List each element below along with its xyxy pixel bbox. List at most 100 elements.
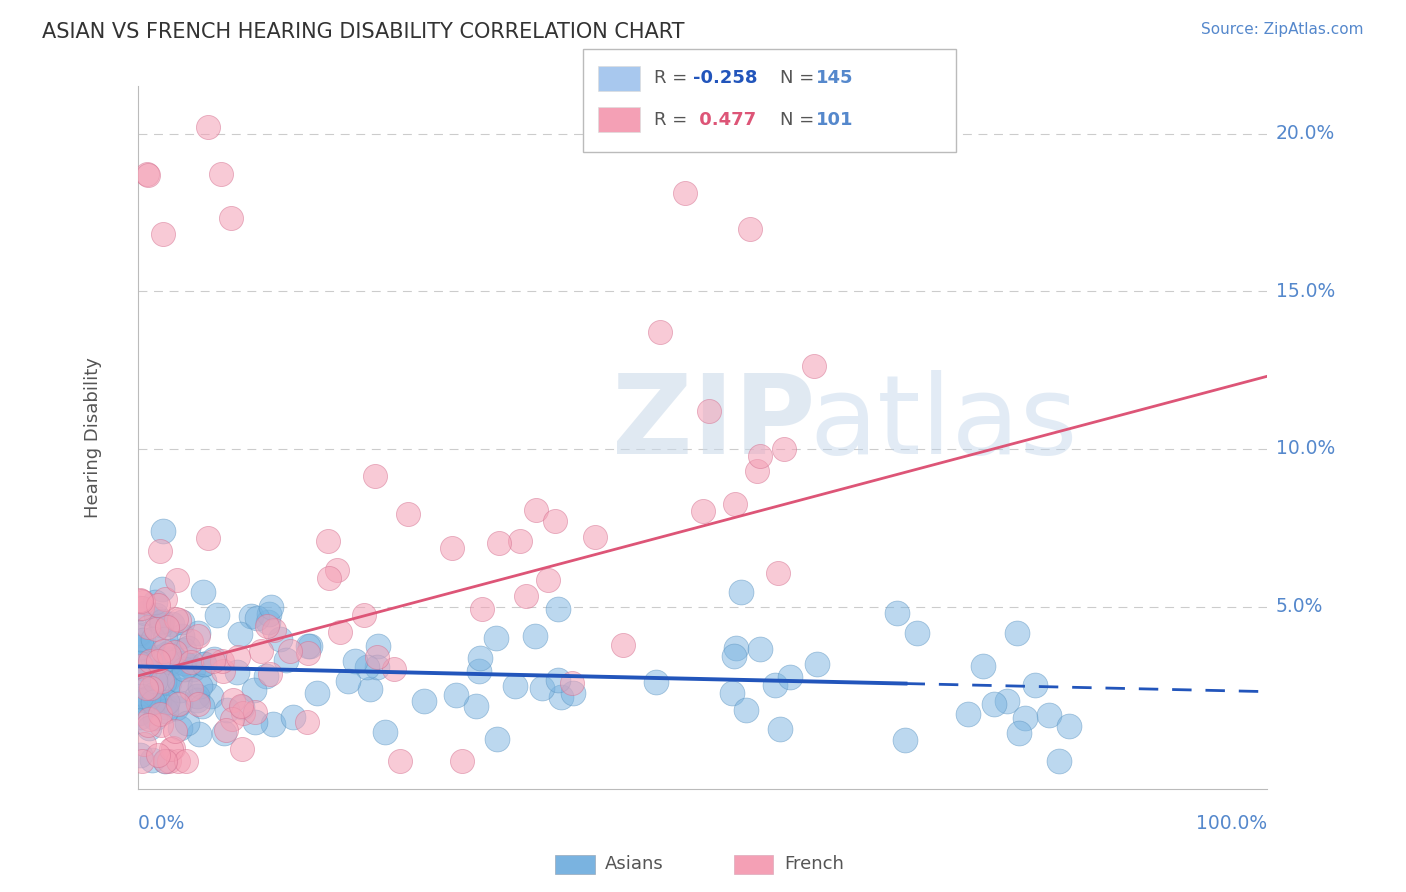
Point [143, 711, 166, 725]
Point [1057, 719, 1080, 733]
Point [524, 503, 547, 517]
Point [226, 665, 249, 680]
Point [146, 747, 169, 762]
Point [359, 682, 381, 697]
Point [169, 682, 191, 697]
Point [297, 646, 319, 660]
Point [150, 618, 173, 632]
Point [531, 681, 554, 695]
Point [748, 449, 770, 463]
Point [363, 469, 385, 483]
Point [745, 464, 768, 478]
Point [256, 618, 278, 632]
Point [226, 650, 249, 665]
Point [231, 699, 253, 714]
Point [159, 655, 181, 669]
Point [485, 732, 508, 747]
Point [544, 514, 567, 528]
Point [134, 662, 156, 676]
Point [769, 97, 792, 112]
Point [169, 696, 191, 710]
Point [143, 673, 166, 688]
Point [156, 620, 179, 634]
Point [155, 704, 177, 718]
Point [193, 673, 215, 688]
Point [165, 612, 187, 626]
Point [142, 697, 165, 711]
Point [766, 566, 789, 580]
Point [160, 644, 183, 658]
Point [245, 714, 267, 729]
Point [186, 689, 208, 703]
Point [269, 632, 291, 646]
Point [128, 706, 150, 720]
Point [177, 657, 200, 672]
Point [145, 650, 167, 665]
Point [612, 638, 634, 652]
Point [193, 657, 215, 671]
Point [336, 673, 359, 688]
Point [547, 673, 569, 687]
Point [167, 613, 190, 627]
Point [779, 670, 801, 684]
Point [763, 678, 786, 692]
Point [148, 598, 170, 612]
Point [148, 707, 170, 722]
Point [162, 741, 184, 756]
Text: Asians: Asians [605, 855, 664, 873]
Point [174, 754, 197, 768]
Point [136, 168, 159, 182]
Point [153, 675, 176, 690]
Text: Source: ZipAtlas.com: Source: ZipAtlas.com [1201, 22, 1364, 37]
Point [156, 673, 179, 688]
Point [190, 699, 212, 714]
Point [257, 615, 280, 630]
Point [1014, 710, 1036, 724]
Text: R =: R = [654, 70, 693, 87]
Point [135, 679, 157, 693]
Point [156, 651, 179, 665]
Point [131, 659, 153, 673]
Point [219, 211, 242, 225]
Text: 101: 101 [815, 111, 853, 128]
Point [205, 607, 228, 622]
Point [389, 754, 412, 768]
Point [132, 737, 155, 751]
Point [257, 607, 280, 622]
Point [173, 662, 195, 676]
Point [128, 710, 150, 724]
Point [262, 717, 284, 731]
Point [231, 699, 253, 714]
Point [170, 615, 193, 629]
Point [153, 591, 176, 606]
Point [1008, 726, 1031, 740]
Point [356, 660, 378, 674]
Point [187, 697, 209, 711]
Point [894, 732, 917, 747]
Point [697, 403, 720, 417]
Point [160, 742, 183, 756]
Point [173, 656, 195, 670]
Point [187, 727, 209, 741]
Point [132, 692, 155, 706]
Point [254, 669, 277, 683]
Point [773, 442, 796, 457]
Point [165, 700, 187, 714]
Point [441, 541, 464, 555]
Point [163, 724, 186, 739]
Point [907, 626, 929, 640]
Point [221, 712, 243, 726]
Point [648, 325, 671, 339]
Point [163, 657, 186, 671]
Point [537, 573, 560, 587]
Point [768, 722, 790, 736]
Point [215, 723, 238, 737]
Point [162, 616, 184, 631]
Text: 15.0%: 15.0% [1275, 282, 1336, 301]
Point [165, 644, 187, 658]
Point [155, 700, 177, 714]
Point [173, 643, 195, 657]
Text: R =: R = [654, 111, 693, 128]
Point [211, 654, 233, 668]
Point [280, 644, 302, 658]
